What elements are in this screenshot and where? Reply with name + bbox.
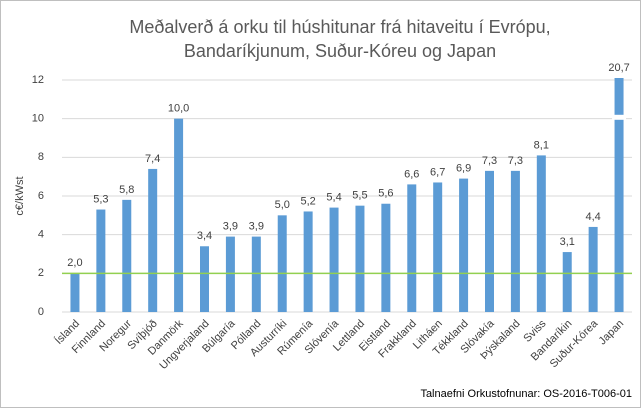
value-label: 7,4: [145, 153, 160, 165]
bar: [562, 252, 572, 312]
y-axis-label: c€/kWst: [14, 176, 26, 215]
value-label: 5,0: [275, 199, 290, 211]
bar: [588, 226, 598, 312]
value-label: 5,5: [352, 190, 367, 202]
bar: [96, 209, 106, 312]
bar: [381, 203, 391, 312]
value-label: 5,3: [93, 193, 108, 205]
y-tick-label: 12: [32, 74, 44, 86]
bar: [303, 211, 313, 312]
value-label: 3,4: [197, 230, 212, 242]
value-label: 5,6: [378, 188, 393, 200]
bar: [148, 168, 158, 312]
y-tick-label: 4: [38, 229, 44, 241]
value-label: 4,4: [585, 211, 600, 223]
y-tick-label: 2: [38, 267, 44, 279]
y-tick-label: 6: [38, 190, 44, 202]
bar: [510, 170, 520, 312]
value-label: 6,7: [430, 166, 445, 178]
bar: [536, 155, 546, 312]
bar: [277, 215, 287, 312]
bar: [433, 182, 443, 312]
chart-title: Bandaríkjunum, Suður-Kóreu og Japan: [184, 41, 496, 61]
bar: [355, 205, 365, 312]
value-label: 8,1: [534, 139, 549, 151]
bar: [251, 236, 261, 312]
axis-break: [612, 114, 627, 120]
y-tick-label: 10: [32, 113, 44, 125]
source: Talnaefni Orkustofnunar: OS-2016-T006-01: [420, 388, 632, 400]
value-label: 3,9: [223, 221, 238, 233]
bar: [70, 273, 80, 312]
value-label: 6,9: [456, 163, 471, 175]
bars: [70, 78, 624, 313]
value-label: 20,7: [608, 62, 629, 74]
value-label: 6,6: [404, 168, 419, 180]
bar: [200, 246, 209, 312]
value-label: 5,4: [326, 192, 341, 204]
bar: [329, 207, 339, 312]
value-label: 7,3: [508, 155, 523, 167]
bar: [485, 170, 494, 312]
bar: [459, 178, 469, 312]
value-label: 3,1: [560, 236, 575, 248]
y-tick-label: 0: [38, 306, 44, 318]
bar: [225, 236, 235, 312]
value-label: 5,8: [119, 184, 134, 196]
y-tick-label: 8: [38, 151, 44, 163]
value-label: 2,0: [67, 257, 82, 269]
value-label: 3,9: [249, 221, 264, 233]
chart-title: Meðalverð á orku til húshitunar frá hita…: [129, 17, 550, 37]
bar: [174, 118, 184, 313]
value-label: 5,2: [300, 195, 315, 207]
bar: [407, 184, 417, 312]
value-label: 7,3: [482, 155, 497, 167]
value-label: 10,0: [168, 103, 189, 115]
bar: [122, 199, 132, 312]
bar: [614, 78, 624, 313]
